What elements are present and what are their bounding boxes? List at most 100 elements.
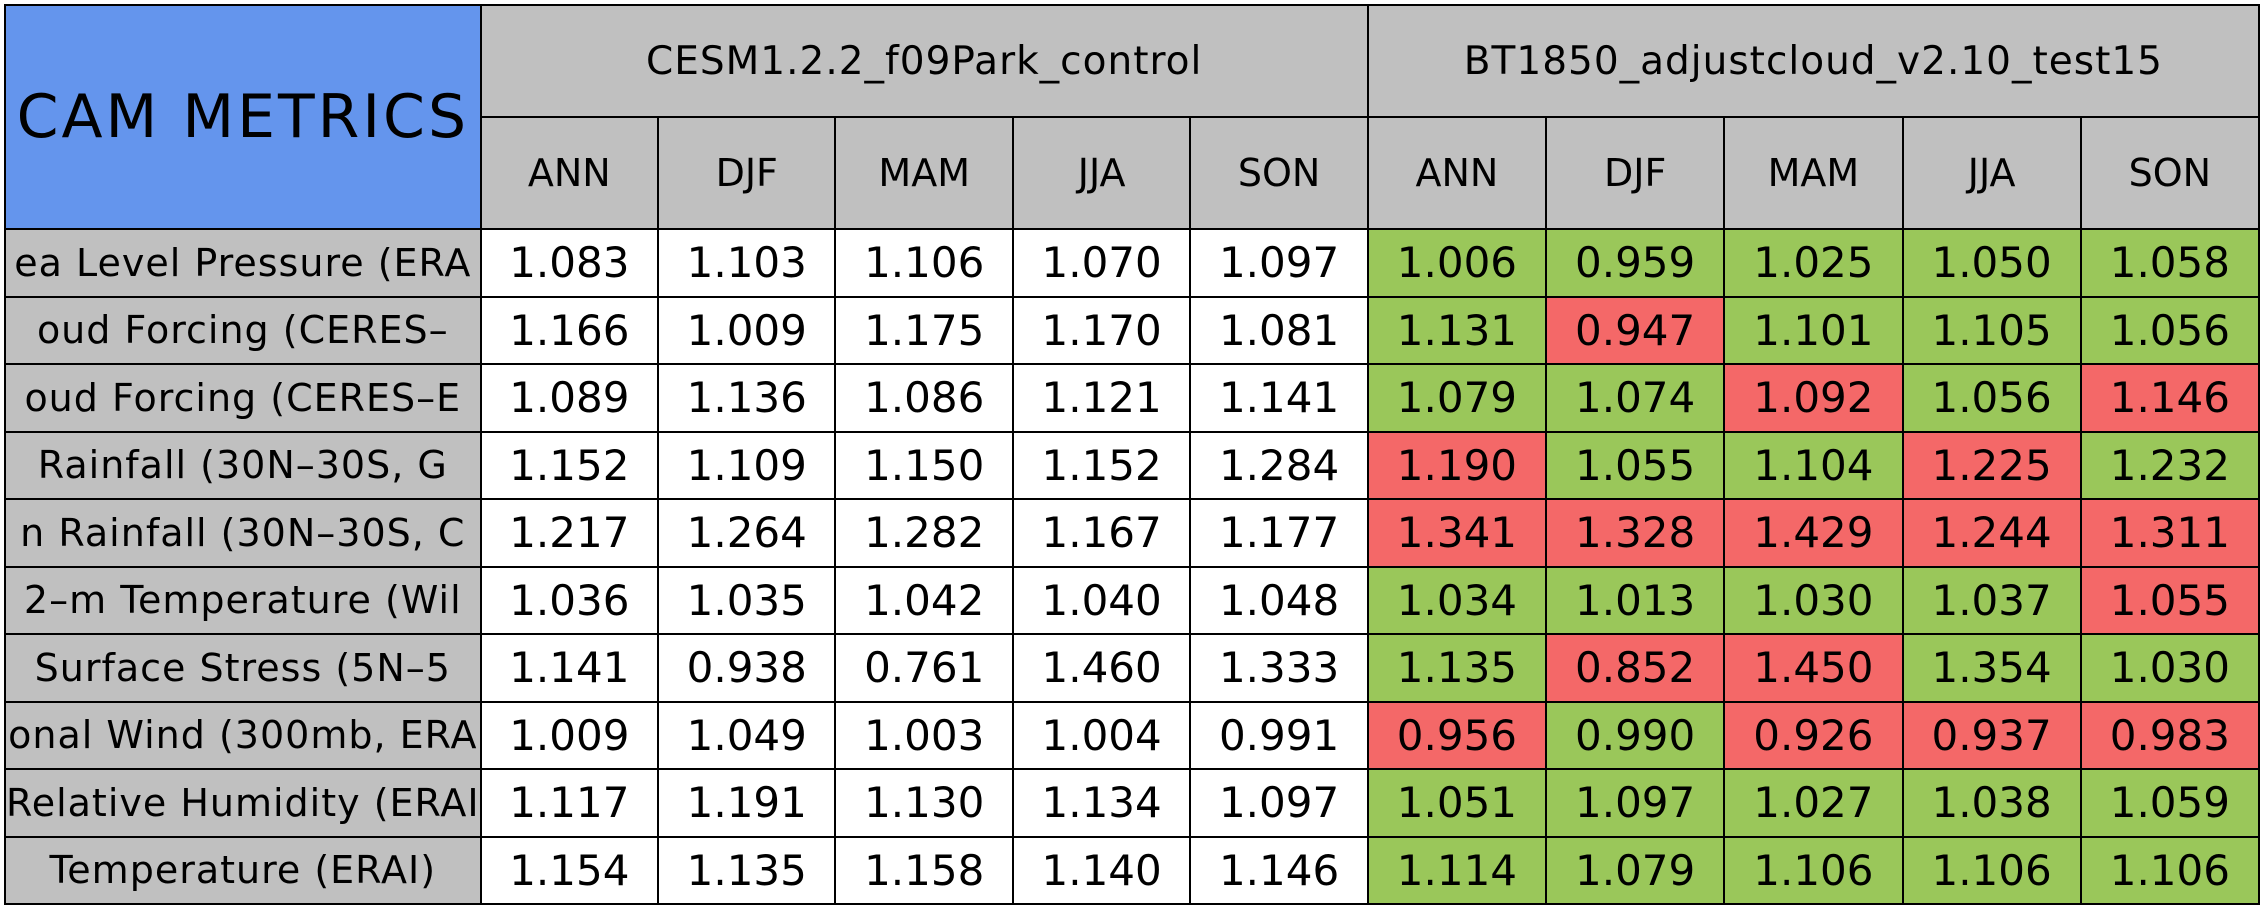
metric-value-cell: 1.191 xyxy=(657,768,837,838)
metric-value-cell: 1.081 xyxy=(1189,295,1369,365)
metric-label: 2–m Temperature (Wil xyxy=(4,565,482,635)
metric-value-cell: 1.131 xyxy=(1366,295,1548,365)
metric-value-cell: 1.038 xyxy=(1901,768,2082,838)
metric-value-cell: 1.059 xyxy=(2079,768,2260,838)
metric-value-cell: 1.333 xyxy=(1189,633,1369,703)
season-header: MAM xyxy=(1723,116,1904,230)
metric-value-cell: 1.140 xyxy=(1011,835,1192,905)
case-header: CESM1.2.2_f09Park_control xyxy=(479,4,1369,118)
metric-value-cell: 1.106 xyxy=(834,228,1014,298)
table-row: oud Forcing (CERES– 1.166 1.009 1.175 1.170 1… xyxy=(4,295,2260,365)
metric-value-cell: 1.450 xyxy=(1723,633,1904,703)
metric-value-cell: 1.154 xyxy=(479,835,660,905)
metric-value-cell: 1.055 xyxy=(1545,430,1726,500)
metric-label: onal Wind (300mb, ERA xyxy=(4,700,482,770)
metric-value-cell: 1.003 xyxy=(834,700,1014,770)
case-header-row: CAM METRICS CESM1.2.2_f09Park_control BT18… xyxy=(4,4,2260,230)
metric-value-cell: 1.166 xyxy=(479,295,660,365)
metric-value-cell: 1.460 xyxy=(1011,633,1192,703)
metric-value-cell: 1.328 xyxy=(1545,498,1726,568)
metric-value-cell: 1.049 xyxy=(657,700,837,770)
metric-value-cell: 1.074 xyxy=(1545,363,1726,433)
metric-value-cell: 1.150 xyxy=(834,430,1014,500)
metric-value-cell: 0.852 xyxy=(1545,633,1726,703)
metric-value-cell: 1.106 xyxy=(1723,835,1904,905)
metric-value-cell: 1.056 xyxy=(2079,295,2260,365)
table-row: Relative Humidity (ERAI 1.117 1.191 1.130 1.… xyxy=(4,768,2260,838)
metric-value-cell: 1.086 xyxy=(834,363,1014,433)
metric-value-cell: 1.177 xyxy=(1189,498,1369,568)
season-header: DJF xyxy=(657,116,837,230)
metric-value-cell: 0.991 xyxy=(1189,700,1369,770)
metric-label-text: Surface Stress (5N–5 xyxy=(34,645,451,690)
metric-value-cell: 1.130 xyxy=(834,768,1014,838)
season-header: MAM xyxy=(834,116,1014,230)
metric-value-cell: 1.190 xyxy=(1366,430,1548,500)
metric-value-cell: 1.089 xyxy=(479,363,660,433)
metric-label: n Rainfall (30N–30S, C xyxy=(4,498,482,568)
table-row: 2–m Temperature (Wil 1.036 1.035 1.042 1.040… xyxy=(4,565,2260,635)
metric-value-cell: 1.141 xyxy=(1189,363,1369,433)
table-row: n Rainfall (30N–30S, C 1.217 1.264 1.282 1.1… xyxy=(4,498,2260,568)
metric-value-cell: 1.105 xyxy=(1901,295,2082,365)
metric-value-cell: 1.040 xyxy=(1011,565,1192,635)
metric-value-cell: 1.146 xyxy=(2079,363,2260,433)
metric-value-cell: 1.136 xyxy=(657,363,837,433)
metric-value-cell: 0.959 xyxy=(1545,228,1726,298)
metric-value-cell: 1.135 xyxy=(657,835,837,905)
metric-value-cell: 1.079 xyxy=(1545,835,1726,905)
metric-value-cell: 1.027 xyxy=(1723,768,1904,838)
metric-value-cell: 1.217 xyxy=(479,498,660,568)
metric-value-cell: 1.121 xyxy=(1011,363,1192,433)
metric-value-cell: 1.109 xyxy=(657,430,837,500)
metric-label-text: onal Wind (300mb, ERA xyxy=(8,713,478,758)
metric-value-cell: 1.092 xyxy=(1723,363,1904,433)
metric-value-cell: 1.106 xyxy=(1901,835,2082,905)
metric-value-cell: 1.056 xyxy=(1901,363,2082,433)
metric-value-cell: 1.135 xyxy=(1366,633,1548,703)
season-header-row: ANN DJF MAM JJA SON ANN DJF MAM JJA SON xyxy=(5,116,2260,230)
metric-label: Temperature (ERAI) xyxy=(4,835,482,905)
table-row: oud Forcing (CERES–E 1.089 1.136 1.086 1.121… xyxy=(4,363,2260,433)
season-header: ANN xyxy=(479,116,660,230)
metric-label: oud Forcing (CERES– xyxy=(4,295,482,365)
metric-value-cell: 1.025 xyxy=(1723,228,1904,298)
metric-value-cell: 0.990 xyxy=(1545,700,1726,770)
metric-value-cell: 1.354 xyxy=(1901,633,2082,703)
metric-value-cell: 1.009 xyxy=(657,295,837,365)
metric-value-cell: 1.004 xyxy=(1011,700,1192,770)
table-row: ea Level Pressure (ERA 1.083 1.103 1.106 1.0… xyxy=(4,228,2260,298)
metric-value-cell: 1.034 xyxy=(1366,565,1548,635)
metric-value-cell: 1.429 xyxy=(1723,498,1904,568)
metric-value-cell: 1.152 xyxy=(479,430,660,500)
metric-value-cell: 1.009 xyxy=(479,700,660,770)
metric-value-cell: 0.937 xyxy=(1901,700,2082,770)
metric-value-cell: 1.146 xyxy=(1189,835,1369,905)
metric-value-cell: 1.244 xyxy=(1901,498,2082,568)
metric-value-cell: 1.170 xyxy=(1011,295,1192,365)
season-header: SON xyxy=(2079,116,2260,230)
season-header: JJA xyxy=(1901,116,2082,230)
metric-value-cell: 1.097 xyxy=(1189,228,1369,298)
metric-value-cell: 0.761 xyxy=(834,633,1014,703)
metric-value-cell: 1.152 xyxy=(1011,430,1192,500)
metric-value-cell: 1.097 xyxy=(1189,768,1369,838)
metric-value-cell: 1.282 xyxy=(834,498,1014,568)
metric-label-text: Relative Humidity (ERAI xyxy=(6,780,480,825)
metric-value-cell: 1.070 xyxy=(1011,228,1192,298)
metric-value-cell: 1.167 xyxy=(1011,498,1192,568)
table-title-text: CAM METRICS xyxy=(16,82,470,152)
metric-value-cell: 1.114 xyxy=(1366,835,1548,905)
table-title: CAM METRICS xyxy=(4,4,482,230)
metric-value-cell: 1.058 xyxy=(2079,228,2260,298)
metric-label-text: oud Forcing (CERES–E xyxy=(24,375,462,420)
metric-value-cell: 1.104 xyxy=(1723,430,1904,500)
metric-value-cell: 1.106 xyxy=(2079,835,2260,905)
metric-value-cell: 1.158 xyxy=(834,835,1014,905)
metric-label: Surface Stress (5N–5 xyxy=(4,633,482,703)
metric-label-text: ea Level Pressure (ERA xyxy=(14,240,472,285)
metric-value-cell: 1.097 xyxy=(1545,768,1726,838)
metric-value-cell: 0.956 xyxy=(1366,700,1548,770)
metric-label-text: 2–m Temperature (Wil xyxy=(23,578,462,623)
table-row: onal Wind (300mb, ERA 1.009 1.049 1.003 1.00… xyxy=(4,700,2260,770)
